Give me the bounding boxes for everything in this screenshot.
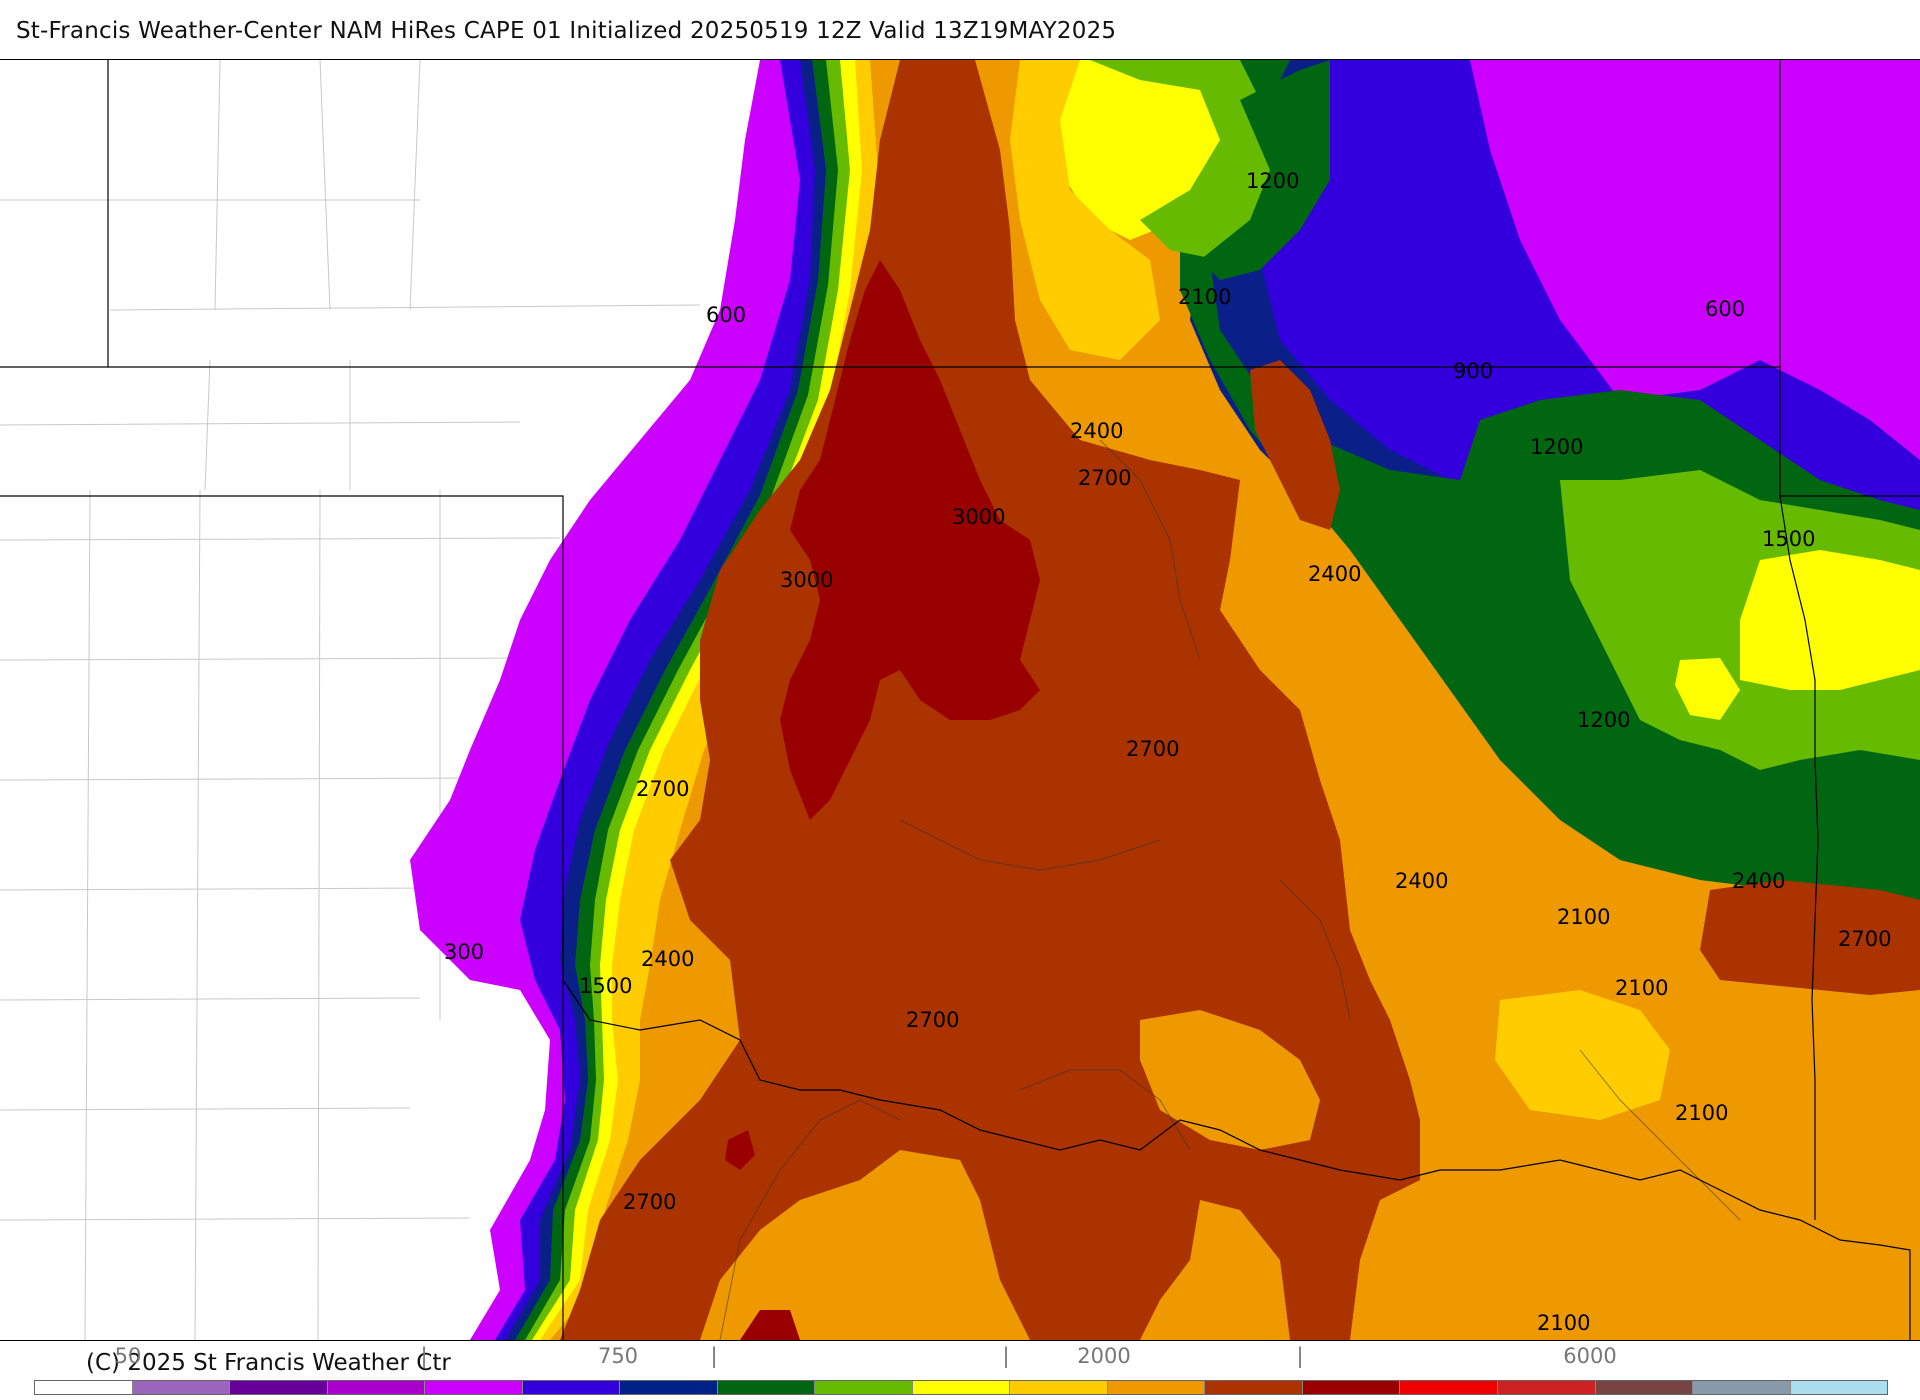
contour-label: 1200 (1246, 169, 1299, 193)
colorbar-tick-label: | (1002, 1344, 1010, 1368)
contour-label: 2700 (906, 1008, 959, 1032)
contour-label: 2100 (1537, 1311, 1590, 1335)
colorbar-swatch (815, 1381, 913, 1394)
colorbar-swatch (912, 1381, 1011, 1394)
contour-lines (719, 439, 1741, 1340)
cape-map-canvas: 600 1200 2100 600 900 1200 2400 2700 300… (0, 60, 1920, 1340)
contour-label: 1500 (579, 974, 632, 998)
band-east-1800-blob (1675, 658, 1740, 720)
colorbar-swatch (1010, 1381, 1108, 1394)
county-lines (0, 60, 701, 1340)
contour-label: 600 (706, 303, 746, 327)
band-3000-south (740, 1310, 800, 1340)
colorbar-swatch (620, 1381, 718, 1394)
band-2100-patch (1495, 990, 1670, 1120)
colorbar-tick-label: 50 (114, 1344, 142, 1368)
band-3000-blob (725, 1130, 755, 1170)
colorbar-swatch (35, 1381, 133, 1394)
contour-label: 2700 (1126, 737, 1179, 761)
colorbar-swatch (1205, 1381, 1303, 1394)
colorbar-tick-label: 2000 (1077, 1344, 1131, 1368)
contour-label: 1200 (1577, 708, 1630, 732)
contour-label: 2400 (1070, 419, 1123, 443)
colorbar (34, 1380, 1888, 1395)
band-2700-ridge (1250, 360, 1340, 530)
colorbar-swatch (717, 1381, 816, 1394)
contour-label: 1500 (1762, 527, 1815, 551)
colorbar-swatch (132, 1381, 231, 1394)
contour-label: 2700 (623, 1190, 676, 1214)
contour-label: 1200 (1530, 435, 1583, 459)
band-east-1800 (1740, 550, 1920, 690)
colorbar-swatch (1400, 1381, 1498, 1394)
band-north-2100 (1010, 60, 1160, 360)
contour-label: 2100 (1675, 1101, 1728, 1125)
contour-label: 2100 (1178, 285, 1231, 309)
colorbar-swatch (327, 1381, 426, 1394)
colorbar-swatch (1302, 1381, 1401, 1394)
map-title: St-Francis Weather-Center NAM HiRes CAPE… (16, 18, 1117, 44)
colorbar-swatch (1497, 1381, 1596, 1394)
colorbar-tick-label: 6000 (1563, 1344, 1617, 1368)
colorbar-swatch (425, 1381, 523, 1394)
state-boundaries (0, 60, 1920, 1340)
contour-label: 2100 (1615, 976, 1668, 1000)
contour-label: 2400 (1732, 869, 1785, 893)
contour-label: 2400 (1308, 562, 1361, 586)
colorbar-tick-label: | (710, 1344, 718, 1368)
contour-label: 600 (1705, 297, 1745, 321)
cape-map: 600 1200 2100 600 900 1200 2400 2700 300… (0, 59, 1920, 1341)
colorbar-swatch (230, 1381, 328, 1394)
contour-labels: 600 1200 2100 600 900 1200 2400 2700 300… (444, 169, 1891, 1335)
contour-label: 2700 (1838, 927, 1891, 951)
band-north-dkgreen (1200, 60, 1330, 280)
colorbar-swatch (1595, 1381, 1694, 1394)
contour-label: 3000 (780, 568, 833, 592)
contour-label: 2400 (641, 947, 694, 971)
contour-label: 2700 (636, 777, 689, 801)
colorbar-swatch (522, 1381, 621, 1394)
contour-label: 3000 (952, 505, 1005, 529)
band-2700-east (1700, 880, 1920, 995)
colorbar-swatch (1693, 1381, 1791, 1394)
band-2400-patch (1140, 1010, 1320, 1150)
contour-label: 2400 (1395, 869, 1448, 893)
contour-label: 2100 (1557, 905, 1610, 929)
colorbar-tick-label: | (420, 1344, 428, 1368)
contour-label: 2700 (1078, 466, 1131, 490)
contour-label: 300 (444, 940, 484, 964)
copyright-text: (C) 2025 St Francis Weather Ctr (86, 1350, 451, 1376)
colorbar-swatch (1107, 1381, 1206, 1394)
band-3000 (780, 260, 1040, 820)
contour-label: 900 (1453, 359, 1493, 383)
colorbar-swatch (1790, 1381, 1888, 1394)
colorbar-tick-label: | (1296, 1344, 1304, 1368)
colorbar-tick-label: 750 (597, 1344, 639, 1368)
